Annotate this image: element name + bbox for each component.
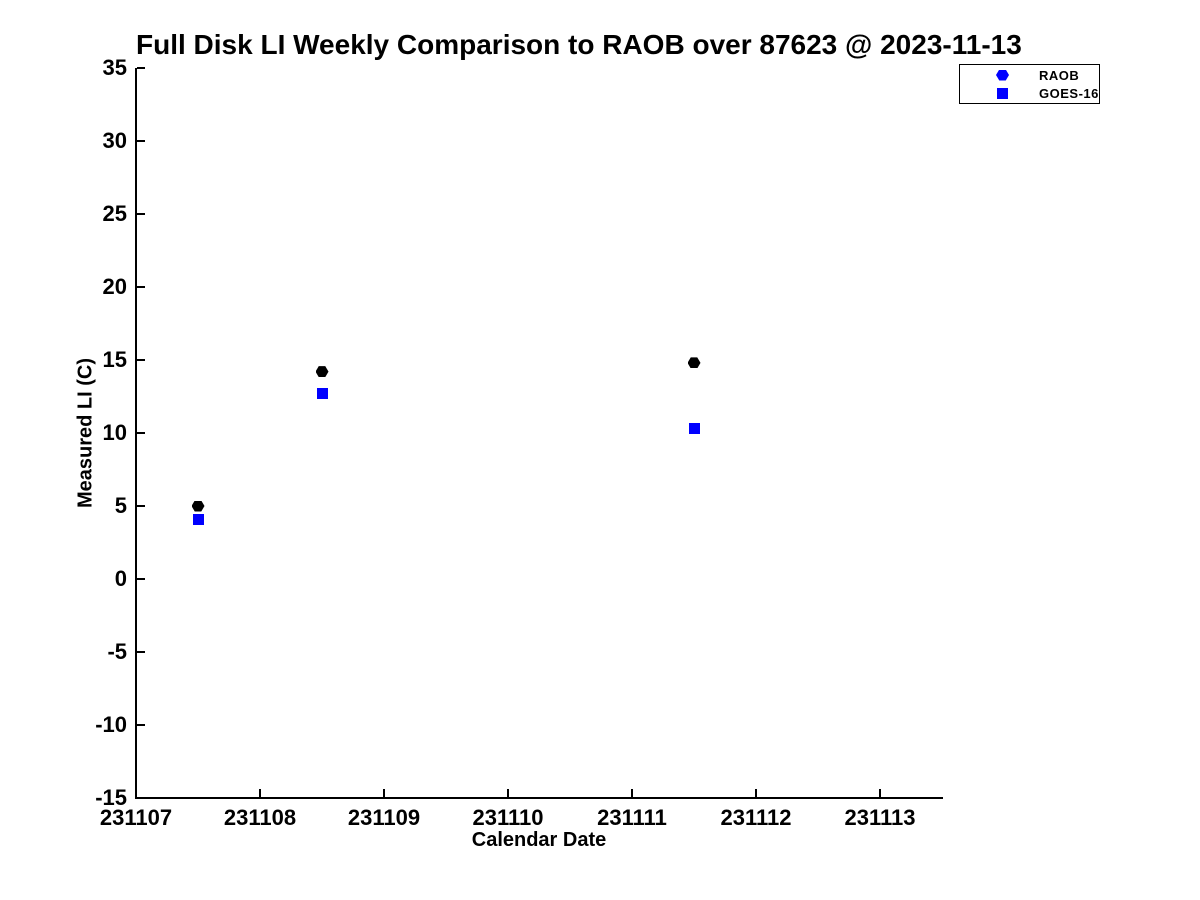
x-tick-label: 231111: [597, 805, 667, 830]
x-tick-mark: [879, 789, 881, 797]
x-tick-mark: [755, 789, 757, 797]
x-tick-mark: [135, 789, 137, 797]
data-point-raob: [315, 366, 329, 378]
y-tick-label: 35: [102, 55, 127, 80]
x-tick-mark: [383, 789, 385, 797]
legend: RAOB GOES-16: [959, 64, 1100, 104]
legend-marker-wrap: [996, 87, 1009, 99]
x-tick-label: 231109: [347, 805, 421, 830]
y-tick-mark: [137, 651, 145, 653]
y-tick-label: 30: [102, 128, 127, 153]
y-tick-mark: [137, 578, 145, 580]
x-tick-label: 231107: [99, 805, 173, 830]
chart-title: Full Disk LI Weekly Comparison to RAOB o…: [136, 29, 1022, 60]
x-tick-label: 231108: [223, 805, 297, 830]
data-point-goes-16: [192, 513, 204, 525]
x-tick-mark: [259, 789, 261, 797]
legend-label: RAOB: [1039, 67, 1080, 83]
data-point-goes-16: [688, 423, 700, 435]
y-tick-mark: [137, 505, 145, 507]
y-tick-label: 15: [102, 347, 127, 372]
data-point-raob: [191, 500, 205, 512]
x-axis-label: Calendar Date: [471, 829, 607, 851]
y-tick-label: -5: [107, 639, 127, 664]
x-tick-label: 231112: [720, 805, 792, 830]
y-tick-label: -15: [95, 785, 127, 810]
y-tick-mark: [137, 359, 145, 361]
x-tick-label: 231110: [472, 805, 544, 830]
legend-goes-16-marker-icon: [997, 87, 1008, 99]
y-tick-mark: [137, 213, 145, 215]
y-tick-mark: [137, 67, 145, 69]
legend-marker-wrap: [996, 69, 1009, 81]
x-axis-line: [135, 797, 943, 799]
x-tick-mark: [507, 789, 509, 797]
y-tick-mark: [137, 286, 145, 288]
x-tick-label: 231113: [844, 805, 916, 830]
y-tick-mark: [137, 140, 145, 142]
y-tick-mark: [137, 797, 145, 799]
y-axis-line: [135, 68, 137, 799]
data-point-raob: [687, 357, 701, 369]
y-tick-label: 10: [102, 420, 127, 445]
legend-item-goes-16: GOES-16: [960, 86, 1099, 101]
legend-label: GOES-16: [1039, 85, 1099, 101]
y-tick-label: 5: [114, 493, 127, 518]
y-tick-label: 25: [102, 201, 127, 226]
data-point-goes-16: [316, 388, 328, 400]
x-tick-mark: [631, 789, 633, 797]
y-tick-mark: [137, 724, 145, 726]
y-tick-label: -10: [95, 712, 127, 737]
y-axis-label: Measured LI (C): [74, 357, 97, 509]
legend-item-raob: RAOB: [960, 68, 1099, 83]
y-tick-label: 0: [114, 566, 127, 591]
y-tick-label: 20: [102, 274, 127, 299]
y-tick-mark: [137, 432, 145, 434]
legend-raob-marker-icon: [996, 69, 1009, 81]
